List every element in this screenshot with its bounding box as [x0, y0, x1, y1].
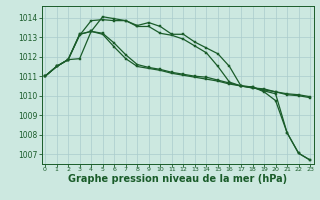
X-axis label: Graphe pression niveau de la mer (hPa): Graphe pression niveau de la mer (hPa): [68, 174, 287, 184]
